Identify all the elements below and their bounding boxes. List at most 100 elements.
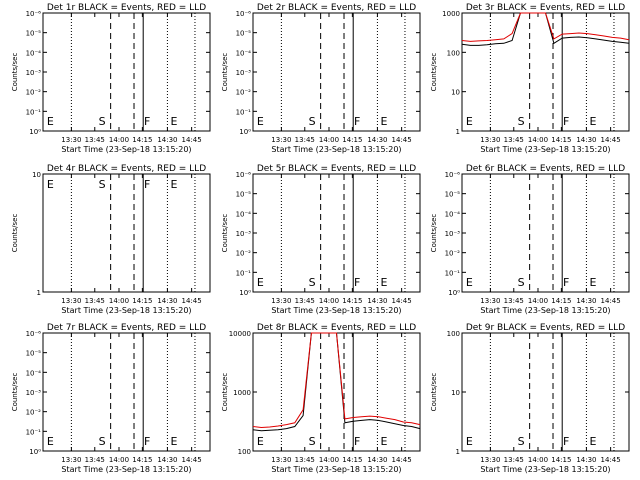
y-tick-label: 10 bbox=[32, 171, 41, 179]
x-tick-label: 13:45 bbox=[295, 456, 315, 464]
y-axis-label: Counts/sec bbox=[430, 53, 438, 92]
x-axis-label: Start Time (23-Sep-18 13:15:20) bbox=[480, 306, 610, 315]
x-tick-label: 13:30 bbox=[271, 456, 291, 464]
y-tick-label: 10⁻¹ bbox=[236, 108, 252, 116]
x-tick-label: 13:30 bbox=[480, 456, 500, 464]
phase-marker: E bbox=[589, 276, 596, 289]
y-tick-label: 1 bbox=[456, 448, 460, 456]
x-tick-label: 14:30 bbox=[367, 456, 387, 464]
phase-marker: E bbox=[170, 435, 177, 448]
x-tick-label: 14:15 bbox=[551, 136, 571, 144]
y-tick-label: 1000 bbox=[233, 389, 251, 397]
x-tick-label: 14:00 bbox=[109, 136, 129, 144]
plot-frame bbox=[252, 173, 421, 293]
x-axis-label: Start Time (23-Sep-18 13:15:20) bbox=[61, 465, 191, 474]
y-tick-label: 10⁰ bbox=[29, 448, 41, 456]
x-tick-label: 14:15 bbox=[551, 456, 571, 464]
y-axis-label: Counts/sec bbox=[221, 214, 229, 253]
x-tick-label: 13:30 bbox=[61, 456, 81, 464]
x-tick-label: 14:15 bbox=[342, 297, 362, 305]
y-tick-label: 10⁻³ bbox=[26, 389, 42, 397]
x-tick-label: 13:30 bbox=[271, 297, 291, 305]
y-tick-label: 1 bbox=[37, 289, 41, 297]
y-tick-label: 10⁻⁴ bbox=[445, 210, 461, 218]
x-tick-label: 13:45 bbox=[504, 297, 524, 305]
y-tick-label: 10⁻⁵ bbox=[26, 30, 42, 38]
x-tick-label: 14:15 bbox=[132, 297, 152, 305]
phase-marker: F bbox=[144, 115, 150, 128]
phase-marker: S bbox=[309, 276, 316, 289]
plot-frame bbox=[252, 12, 421, 132]
phase-marker: E bbox=[589, 435, 596, 448]
phase-marker: S bbox=[99, 178, 106, 191]
phase-marker: E bbox=[466, 115, 473, 128]
phase-marker: E bbox=[170, 178, 177, 191]
x-tick-label: 14:30 bbox=[576, 136, 596, 144]
y-tick-label: 10⁻¹ bbox=[445, 269, 461, 277]
y-tick-label: 10⁰ bbox=[29, 128, 41, 136]
phase-marker: E bbox=[466, 276, 473, 289]
phase-marker: F bbox=[563, 115, 569, 128]
x-tick-label: 14:15 bbox=[342, 456, 362, 464]
phase-marker: E bbox=[257, 435, 264, 448]
y-axis-label: Counts/sec bbox=[11, 53, 19, 92]
x-tick-label: 14:45 bbox=[601, 297, 621, 305]
x-tick-label: 14:30 bbox=[576, 297, 596, 305]
y-tick-label: 10000 bbox=[229, 330, 251, 338]
x-axis-label: Start Time (23-Sep-18 13:15:20) bbox=[61, 145, 191, 154]
x-tick-label: 13:30 bbox=[480, 136, 500, 144]
phase-marker: E bbox=[380, 115, 387, 128]
phase-marker: S bbox=[309, 435, 316, 448]
panel-title: Det 2r BLACK = Events, RED = LLD bbox=[257, 3, 416, 13]
y-tick-label: 10⁻³ bbox=[445, 230, 461, 238]
panel-title: Det 5r BLACK = Events, RED = LLD bbox=[257, 164, 416, 174]
x-tick-label: 13:30 bbox=[271, 136, 291, 144]
x-axis-label: Start Time (23-Sep-18 13:15:20) bbox=[61, 306, 191, 315]
y-axis-label: Counts/sec bbox=[221, 53, 229, 92]
y-tick-label: 100 bbox=[447, 330, 460, 338]
y-tick-label: 10⁻² bbox=[445, 250, 461, 258]
x-tick-label: 14:00 bbox=[109, 297, 129, 305]
phase-marker: E bbox=[380, 276, 387, 289]
x-tick-label: 14:30 bbox=[157, 456, 177, 464]
y-axis-label: Counts/sec bbox=[430, 373, 438, 412]
phase-marker: E bbox=[47, 435, 54, 448]
y-tick-label: 10⁻⁴ bbox=[236, 210, 252, 218]
y-axis-label: Counts/sec bbox=[430, 214, 438, 253]
phase-marker: F bbox=[354, 115, 360, 128]
y-tick-label: 10⁻⁵ bbox=[236, 191, 252, 199]
phase-marker: F bbox=[144, 435, 150, 448]
x-tick-label: 13:45 bbox=[85, 456, 105, 464]
x-tick-label: 14:00 bbox=[109, 456, 129, 464]
x-tick-label: 13:45 bbox=[85, 297, 105, 305]
y-tick-label: 10⁻³ bbox=[26, 69, 42, 77]
x-tick-label: 14:45 bbox=[392, 456, 412, 464]
panel-title: Det 1r BLACK = Events, RED = LLD bbox=[47, 3, 206, 13]
x-axis-label: Start Time (23-Sep-18 13:15:20) bbox=[271, 306, 401, 315]
phase-marker: E bbox=[589, 115, 596, 128]
y-tick-label: 10⁻⁶ bbox=[26, 330, 42, 338]
y-tick-label: 10 bbox=[451, 389, 460, 397]
x-tick-label: 14:30 bbox=[576, 456, 596, 464]
x-tick-label: 14:00 bbox=[528, 136, 548, 144]
y-tick-label: 10⁻⁶ bbox=[26, 10, 42, 18]
x-tick-label: 14:45 bbox=[601, 136, 621, 144]
x-tick-label: 14:30 bbox=[367, 136, 387, 144]
y-tick-label: 10⁰ bbox=[239, 128, 251, 136]
panel-7: Det 7r BLACK = Events, RED = LLD Counts/s… bbox=[11, 323, 211, 474]
x-tick-label: 14:45 bbox=[392, 297, 412, 305]
y-tick-label: 10⁻³ bbox=[236, 230, 252, 238]
phase-marker: S bbox=[518, 276, 525, 289]
x-tick-label: 14:00 bbox=[528, 297, 548, 305]
x-tick-label: 14:15 bbox=[551, 297, 571, 305]
panel-title: Det 8r BLACK = Events, RED = LLD bbox=[257, 323, 416, 333]
phase-marker: E bbox=[257, 276, 264, 289]
phase-marker: F bbox=[563, 276, 569, 289]
y-tick-label: 10⁻¹ bbox=[26, 428, 42, 436]
x-tick-label: 13:30 bbox=[61, 136, 81, 144]
y-tick-label: 100 bbox=[238, 448, 251, 456]
x-tick-label: 14:15 bbox=[342, 136, 362, 144]
y-tick-label: 10 bbox=[451, 89, 460, 97]
y-tick-label: 10⁻⁶ bbox=[236, 171, 252, 179]
